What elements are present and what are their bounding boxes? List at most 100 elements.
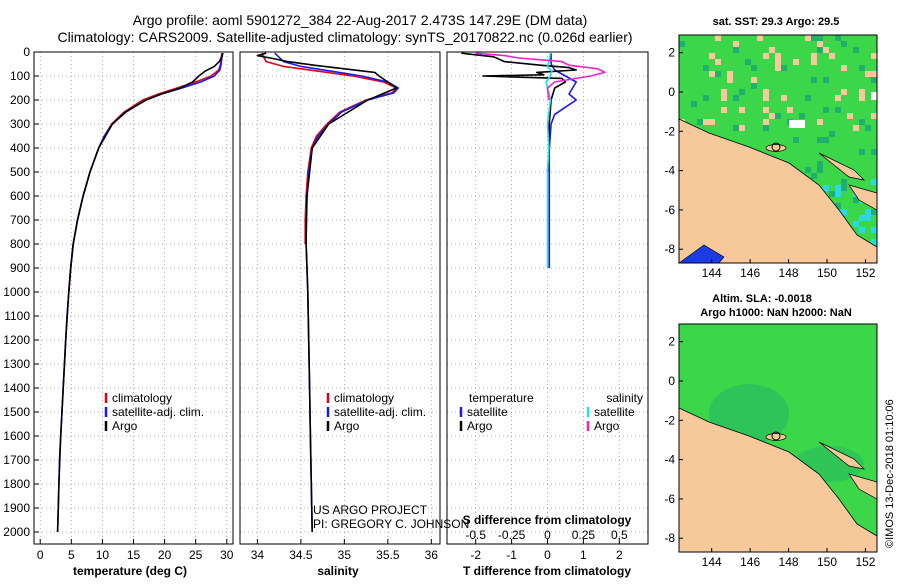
sst-teal-pixel xyxy=(865,125,871,131)
sst-teal-pixel xyxy=(781,65,787,71)
sst-teal-pixel xyxy=(763,125,769,131)
map-x-tick-label: 148 xyxy=(779,555,799,569)
map-x-tick-label: 146 xyxy=(740,555,760,569)
sst-land-pixel xyxy=(775,59,781,65)
sst-teal-pixel xyxy=(793,137,799,143)
map-land-interior xyxy=(679,150,774,245)
sst-teal-pixel xyxy=(679,41,685,47)
depth-tick-label: 1300 xyxy=(3,357,30,371)
map-island-manus xyxy=(765,433,787,441)
depth-tick-label: 1100 xyxy=(4,309,30,323)
map-x-tick-label: 146 xyxy=(740,266,760,280)
sst-land-pixel xyxy=(793,59,799,65)
x-tick-label: -1 xyxy=(506,548,517,562)
sst-teal-pixel xyxy=(703,95,709,101)
salinity-xlabel: salinity xyxy=(317,564,359,578)
map-land-interior xyxy=(679,439,774,534)
sst-land-pixel xyxy=(775,53,781,59)
sst-teal-pixel xyxy=(775,113,781,119)
sla-map-frame xyxy=(678,323,878,553)
sst-land-pixel xyxy=(787,107,793,113)
depth-tick-label: 0 xyxy=(23,45,30,59)
title-line1: Argo profile: aoml 5901272_384 22-Aug-20… xyxy=(133,12,588,28)
x-tick-label: 35.5 xyxy=(376,548,400,562)
sst-teal-pixel xyxy=(697,119,703,125)
map-x-tick-label: 152 xyxy=(855,266,875,280)
sst-land-pixel xyxy=(841,65,847,71)
sst-land-pixel xyxy=(709,71,715,77)
sst-teal-pixel xyxy=(871,149,877,155)
legend-title-temperature: temperature xyxy=(469,391,534,405)
sst-land-pixel xyxy=(721,89,727,95)
depth-tick-label: 700 xyxy=(10,213,30,227)
sst-teal-pixel xyxy=(733,47,739,53)
sst-land-pixel xyxy=(763,95,769,101)
salinity-axes-frame xyxy=(239,51,441,545)
x-tick-label: 1 xyxy=(580,548,587,562)
sst-teal-pixel xyxy=(733,125,739,131)
depth-tick-label: 1400 xyxy=(3,381,30,395)
sst-land-pixel xyxy=(763,89,769,95)
s-diff-tick-label: -0.5 xyxy=(465,528,486,542)
map-y-tick-label: -8 xyxy=(664,531,675,545)
sst-cool-pixel xyxy=(871,239,877,245)
difference-xlabel: T difference from climatology xyxy=(463,564,631,578)
sst-land-pixel xyxy=(763,53,769,59)
series-line-temperature-satellite xyxy=(548,53,578,268)
sst-land-pixel xyxy=(823,47,829,53)
sst-teal-pixel xyxy=(817,137,823,143)
depth-tick-label: 1600 xyxy=(3,429,30,443)
temperature-xlabel: temperature (deg C) xyxy=(73,564,187,578)
legend-label: Argo xyxy=(594,419,620,433)
sst-teal-pixel xyxy=(835,35,841,41)
sst-teal-pixel xyxy=(805,95,811,101)
x-tick-label: 5 xyxy=(68,548,75,562)
sst-land-pixel xyxy=(871,113,877,119)
s-diff-tick-label: 0.5 xyxy=(611,528,628,542)
sst-cool-pixel xyxy=(859,215,865,221)
sst-teal-pixel xyxy=(859,119,865,125)
sst-teal-pixel xyxy=(745,59,751,65)
map-y-tick-label: 0 xyxy=(668,374,675,388)
series-line-temperature-argo xyxy=(461,52,578,173)
depth-tick-label: 200 xyxy=(10,93,30,107)
sst-land-pixel xyxy=(829,53,835,59)
sst-land-pixel xyxy=(721,95,727,101)
sst-land-pixel xyxy=(817,41,823,47)
map-y-tick-label: -4 xyxy=(664,164,675,178)
salinity-panel: 34 34.5 35 35.5 36 salinity climatologysatel… xyxy=(239,51,469,578)
sst-land-pixel xyxy=(865,71,871,77)
sst-teal-pixel xyxy=(799,113,805,119)
sst-land-pixel xyxy=(811,59,817,65)
sst-land-pixel xyxy=(715,35,721,41)
sst-cool-pixel xyxy=(871,179,877,185)
temperature-panel: 0 5 10 15 20 25 30 0 100 200 300 400 500 600 700 800 90… xyxy=(3,45,233,578)
x-tick-label: 10 xyxy=(96,548,110,562)
x-tick-label: 30 xyxy=(220,548,234,562)
sst-teal-pixel xyxy=(691,101,697,107)
sst-cool-pixel xyxy=(835,191,841,197)
sst-land-pixel xyxy=(871,71,877,77)
sst-land-pixel xyxy=(763,107,769,113)
title-line2: Climatology: CARS2009. Satellite-adjuste… xyxy=(57,29,632,45)
map-y-tick-label: 0 xyxy=(668,85,675,99)
series-line-climatology xyxy=(68,53,223,293)
x-tick-label: 15 xyxy=(127,548,141,562)
imos-timestamp: ©IMOS 13-Dec-2018 01:10:06 xyxy=(884,399,896,548)
sst-teal-pixel xyxy=(829,131,835,137)
sst-cool-pixel xyxy=(871,227,877,233)
sst-teal-pixel xyxy=(817,167,823,173)
sst-teal-pixel xyxy=(811,173,817,179)
sst-teal-pixel xyxy=(841,179,847,185)
sst-teal-pixel xyxy=(823,77,829,83)
map-y-tick-label: -2 xyxy=(664,124,675,138)
sst-teal-pixel xyxy=(853,47,859,53)
sst-land-pixel xyxy=(739,107,745,113)
map-x-tick-label: 148 xyxy=(779,266,799,280)
sst-teal-pixel xyxy=(739,89,745,95)
s-diff-tick-label: 0 xyxy=(544,528,551,542)
x-tick-label: 0 xyxy=(544,548,551,562)
sst-land-pixel xyxy=(859,95,865,101)
sst-teal-pixel xyxy=(871,77,877,83)
sst-land-pixel xyxy=(811,53,817,59)
